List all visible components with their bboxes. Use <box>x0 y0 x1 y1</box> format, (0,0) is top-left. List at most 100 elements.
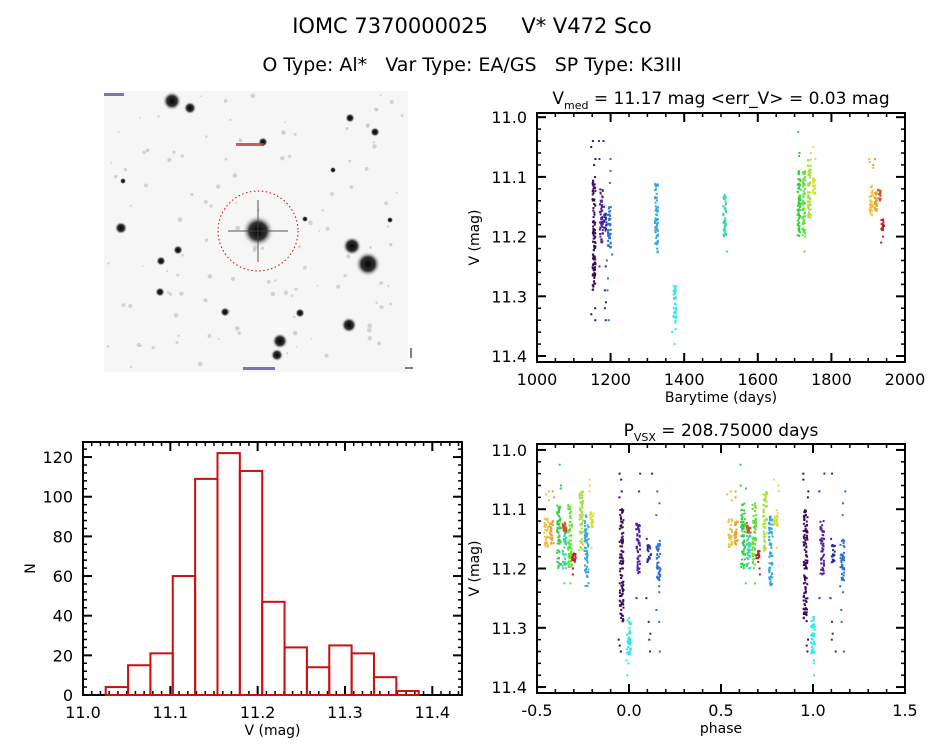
data-point <box>584 540 587 543</box>
data-point <box>821 566 824 569</box>
data-point <box>871 209 874 212</box>
data-point <box>804 588 807 591</box>
data-point <box>546 529 549 532</box>
data-point <box>763 538 766 541</box>
data-point <box>622 619 625 622</box>
data-point <box>649 554 652 557</box>
data-point <box>821 530 824 533</box>
data-point <box>592 221 595 224</box>
faint-star <box>302 265 307 270</box>
data-point <box>822 548 825 551</box>
data-point <box>638 567 641 570</box>
data-point <box>637 541 640 544</box>
data-point <box>751 561 754 564</box>
data-point <box>563 530 566 533</box>
data-point <box>628 631 631 634</box>
data-point <box>565 536 568 539</box>
data-point <box>557 531 560 534</box>
data-point <box>829 597 832 600</box>
data-point <box>807 214 810 217</box>
data-point <box>844 490 847 493</box>
faint-star <box>388 242 393 247</box>
data-point <box>757 550 760 553</box>
data-point <box>580 497 583 500</box>
x-tick-label: 11.2 <box>240 703 276 722</box>
data-point <box>799 205 802 208</box>
data-point <box>620 608 623 611</box>
data-point <box>773 522 776 525</box>
data-point <box>830 620 833 623</box>
data-point <box>810 652 813 655</box>
data-point <box>813 187 816 190</box>
data-point <box>593 213 596 216</box>
data-point <box>647 558 650 561</box>
data-point <box>809 216 812 219</box>
faint-star <box>136 342 141 348</box>
data-point <box>842 544 845 547</box>
data-point <box>635 547 638 550</box>
data-point <box>748 554 751 557</box>
data-point <box>565 563 568 566</box>
data-point <box>654 197 657 200</box>
data-point <box>796 190 799 193</box>
data-point <box>594 157 597 160</box>
faint-star <box>321 209 324 212</box>
object-title: IOMC 7370000025 V* V472 Sco <box>292 14 652 38</box>
data-point <box>807 172 810 175</box>
data-point <box>585 515 588 518</box>
histogram-bar <box>372 676 398 696</box>
data-point <box>812 647 815 650</box>
data-point <box>833 545 836 548</box>
data-point <box>638 571 641 574</box>
data-point <box>619 567 622 570</box>
data-point <box>770 530 773 533</box>
data-point <box>626 640 629 643</box>
data-point <box>769 551 772 554</box>
data-point <box>607 229 610 232</box>
data-point <box>741 530 744 533</box>
data-point <box>673 292 676 295</box>
data-point <box>584 530 587 533</box>
star <box>301 215 309 223</box>
data-point <box>544 543 547 546</box>
data-point <box>544 538 547 541</box>
data-point <box>843 545 846 548</box>
data-point <box>606 277 609 280</box>
histogram-bar <box>395 690 420 697</box>
faint-star <box>129 205 133 208</box>
data-point <box>770 555 773 558</box>
data-point <box>810 649 813 652</box>
data-point <box>723 228 726 231</box>
data-point <box>746 527 749 530</box>
data-point <box>601 222 604 225</box>
data-point <box>768 570 771 573</box>
data-point <box>601 232 604 235</box>
data-point <box>870 195 873 198</box>
data-point <box>748 526 751 529</box>
data-point <box>764 548 767 551</box>
data-point <box>578 493 581 496</box>
data-point <box>775 523 778 526</box>
data-point <box>638 490 641 493</box>
data-point <box>808 168 811 171</box>
data-point <box>563 563 566 566</box>
faint-star <box>295 345 298 348</box>
data-point <box>580 490 583 493</box>
faint-star <box>348 159 352 163</box>
histogram-bar <box>305 666 331 697</box>
data-point <box>635 522 638 525</box>
data-point <box>569 527 572 530</box>
data-point <box>813 193 816 196</box>
data-point <box>806 608 809 611</box>
data-point <box>745 487 748 490</box>
data-point <box>803 518 806 521</box>
data-point <box>627 636 630 639</box>
data-point <box>869 206 872 209</box>
data-point <box>802 203 805 206</box>
data-point <box>731 542 734 545</box>
data-point <box>805 567 808 570</box>
data-point <box>803 537 806 540</box>
data-point <box>603 213 606 216</box>
data-point <box>813 640 816 643</box>
data-point <box>578 530 581 533</box>
